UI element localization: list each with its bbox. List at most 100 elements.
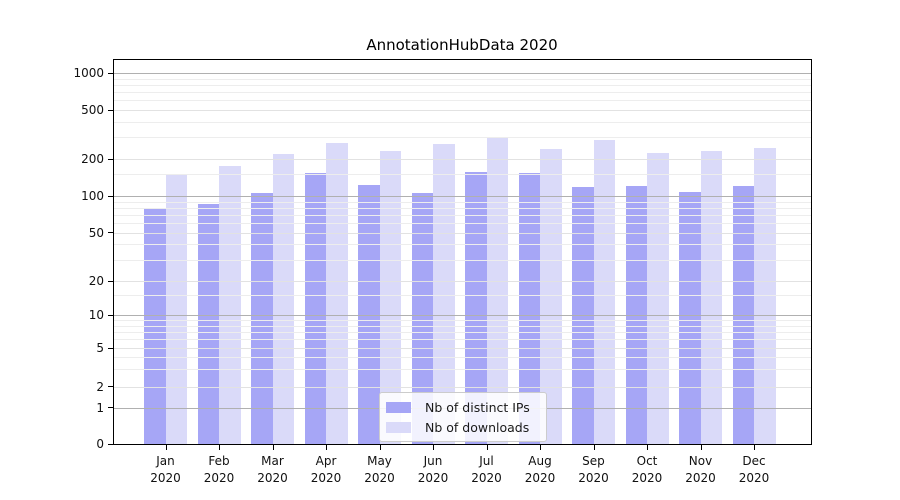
gridline-minor	[114, 85, 811, 86]
bar-downloads-sep	[593, 140, 615, 444]
gridline-minor	[114, 174, 811, 175]
legend-entry-distinct-ips: Nb of distinct IPs	[386, 397, 538, 417]
bar-ips-nov	[679, 191, 701, 444]
y-tick-mark	[108, 347, 113, 349]
gridline-minor	[114, 122, 811, 123]
bar-ips-apr	[304, 172, 326, 444]
y-tick-mark	[108, 195, 113, 197]
y-tick-label: 5	[96, 341, 104, 355]
y-tick-label: 500	[81, 103, 104, 117]
gridline-minor	[114, 244, 811, 245]
x-tick-label-nov: Nov 2020	[685, 454, 716, 485]
x-tick-mark	[272, 445, 274, 450]
gridline-major	[114, 73, 811, 74]
gridline-minor	[114, 208, 811, 209]
gridline-major	[114, 315, 811, 316]
x-tick-mark	[540, 445, 541, 450]
x-tick-mark	[486, 445, 488, 450]
x-tick-label-oct: Oct 2020	[631, 454, 663, 485]
gridline-major	[114, 110, 811, 111]
x-tick-label-dec: Dec 2020	[738, 454, 770, 485]
gridline-minor	[114, 332, 811, 333]
y-tick-label: 50	[88, 225, 104, 240]
y-tick-label: 1000	[73, 66, 104, 80]
gridline-major	[114, 159, 811, 160]
x-tick-label-apr: Apr 2020	[310, 454, 342, 485]
x-tick-label-sep: Sep 2020	[578, 454, 609, 485]
x-tick-label-aug: Aug 2020	[524, 454, 556, 485]
legend-entry-downloads: Nb of downloads	[386, 417, 538, 437]
x-tick-mark	[754, 445, 755, 450]
y-tick-mark	[108, 158, 113, 160]
legend-label-downloads: Nb of downloads	[425, 419, 530, 435]
gridline-major	[114, 387, 811, 388]
gridline-major	[114, 196, 811, 197]
legend-swatch-distinct-ips	[386, 401, 411, 413]
y-tick-label: 10	[88, 308, 104, 322]
bar-downloads-dec	[754, 148, 776, 444]
y-tick-label: 20	[88, 274, 104, 288]
x-tick-label-jan: Jan 2020	[150, 454, 181, 485]
x-tick-mark	[433, 445, 434, 450]
bar-downloads-feb	[219, 166, 241, 444]
bar-downloads-jul	[486, 138, 508, 444]
y-tick-mark	[108, 407, 113, 408]
bar-ips-mar	[251, 192, 273, 444]
y-tick-mark	[108, 109, 113, 111]
bar-ips-may	[358, 184, 380, 444]
gridline-minor	[114, 260, 811, 261]
x-tick-label-mar: Mar 2020	[257, 454, 288, 485]
bar-downloads-jun	[433, 143, 455, 444]
gridline-minor	[114, 202, 811, 203]
y-tick-mark	[108, 72, 113, 74]
gridline-minor	[114, 79, 811, 80]
bar-downloads-nov	[700, 150, 722, 444]
bar-ips-aug	[518, 172, 540, 444]
gridline-minor	[114, 369, 811, 370]
x-tick-label-feb: Feb 2020	[203, 454, 235, 485]
x-tick-mark	[700, 445, 702, 450]
y-tick-mark	[108, 280, 113, 282]
gridline-major	[114, 233, 811, 234]
gridline-major	[114, 348, 811, 349]
y-tick-mark	[108, 232, 113, 233]
bar-downloads-jan	[165, 175, 187, 444]
gridline-minor	[114, 92, 811, 93]
gridline-major	[114, 281, 811, 282]
x-tick-label-jun: Jun 2020	[417, 454, 449, 485]
legend-label-distinct-ips: Nb of distinct IPs	[425, 399, 530, 415]
gridline-minor	[114, 137, 811, 138]
y-tick-mark	[108, 314, 113, 316]
bar-downloads-oct	[647, 153, 669, 444]
gridline-minor	[114, 223, 811, 224]
bar-ips-dec	[732, 185, 754, 444]
y-tick-label: 0	[96, 437, 104, 451]
y-tick-label: 100	[81, 189, 104, 203]
y-tick-mark	[108, 386, 113, 387]
x-tick-mark	[379, 445, 381, 450]
x-tick-label-jul: Jul 2020	[471, 454, 502, 485]
plot-area: 0 1 2 5 10 20 50 100 200 500 1000 Jan 2020 Feb 2020 Ma…	[73, 59, 812, 485]
y-tick-label: 1	[96, 400, 104, 415]
bar-downloads-may	[379, 151, 401, 444]
x-tick-mark	[219, 445, 220, 450]
y-tick-label: 200	[81, 152, 104, 166]
y-tick-mark	[108, 443, 113, 445]
x-tick-mark	[647, 445, 648, 450]
bar-downloads-apr	[326, 142, 348, 444]
bar-ips-jul	[465, 171, 487, 444]
gridline-minor	[114, 320, 811, 321]
bar-ips-oct	[625, 185, 647, 444]
x-tick-mark	[593, 445, 595, 450]
gridline-minor	[114, 357, 811, 358]
x-tick-mark	[326, 445, 327, 450]
x-tick-label-may: May 2020	[364, 454, 395, 485]
gridline-minor	[114, 326, 811, 327]
legend: Nb of distinct IPs Nb of downloads	[379, 392, 547, 442]
gridline-minor	[114, 100, 811, 101]
bar-ips-feb	[197, 203, 219, 444]
y-tick-label: 2	[96, 379, 104, 394]
chart-title: AnnotationHubData 2020	[366, 36, 558, 54]
x-tick-mark	[165, 445, 167, 450]
